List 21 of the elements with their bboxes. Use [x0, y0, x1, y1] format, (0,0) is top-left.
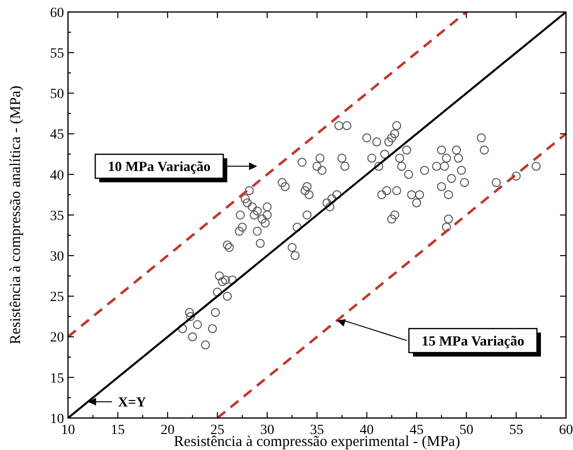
y-tick-label: 20 — [50, 330, 64, 346]
x-tick-label: 55 — [509, 423, 524, 438]
annotation: 10 MPa Variação — [108, 160, 211, 176]
x-tick-label: 10 — [61, 423, 75, 438]
x-tick-label: 50 — [459, 423, 474, 438]
x-tick-label: 20 — [160, 423, 175, 438]
x-tick-label: 60 — [559, 423, 573, 438]
x-tick-label: 15 — [110, 423, 125, 438]
y-tick-label: 30 — [50, 250, 64, 264]
y-axis-title: Resistência à compressão analítica - (MPa) — [8, 86, 24, 344]
y-tick-label: 50 — [50, 87, 64, 102]
y-tick-label: 25 — [50, 290, 64, 306]
y-tick-label: 40 — [50, 168, 64, 184]
annotation: X=Y — [118, 396, 146, 411]
y-tick-label: 60 — [50, 6, 64, 21]
y-tick-label: 45 — [50, 128, 64, 143]
annotation: 15 MPa Variação — [422, 334, 524, 350]
y-tick-label: 15 — [50, 371, 64, 386]
y-tick-label: 10 — [50, 412, 64, 427]
y-tick-label: 55 — [50, 46, 64, 62]
y-tick-label: 35 — [50, 208, 64, 224]
